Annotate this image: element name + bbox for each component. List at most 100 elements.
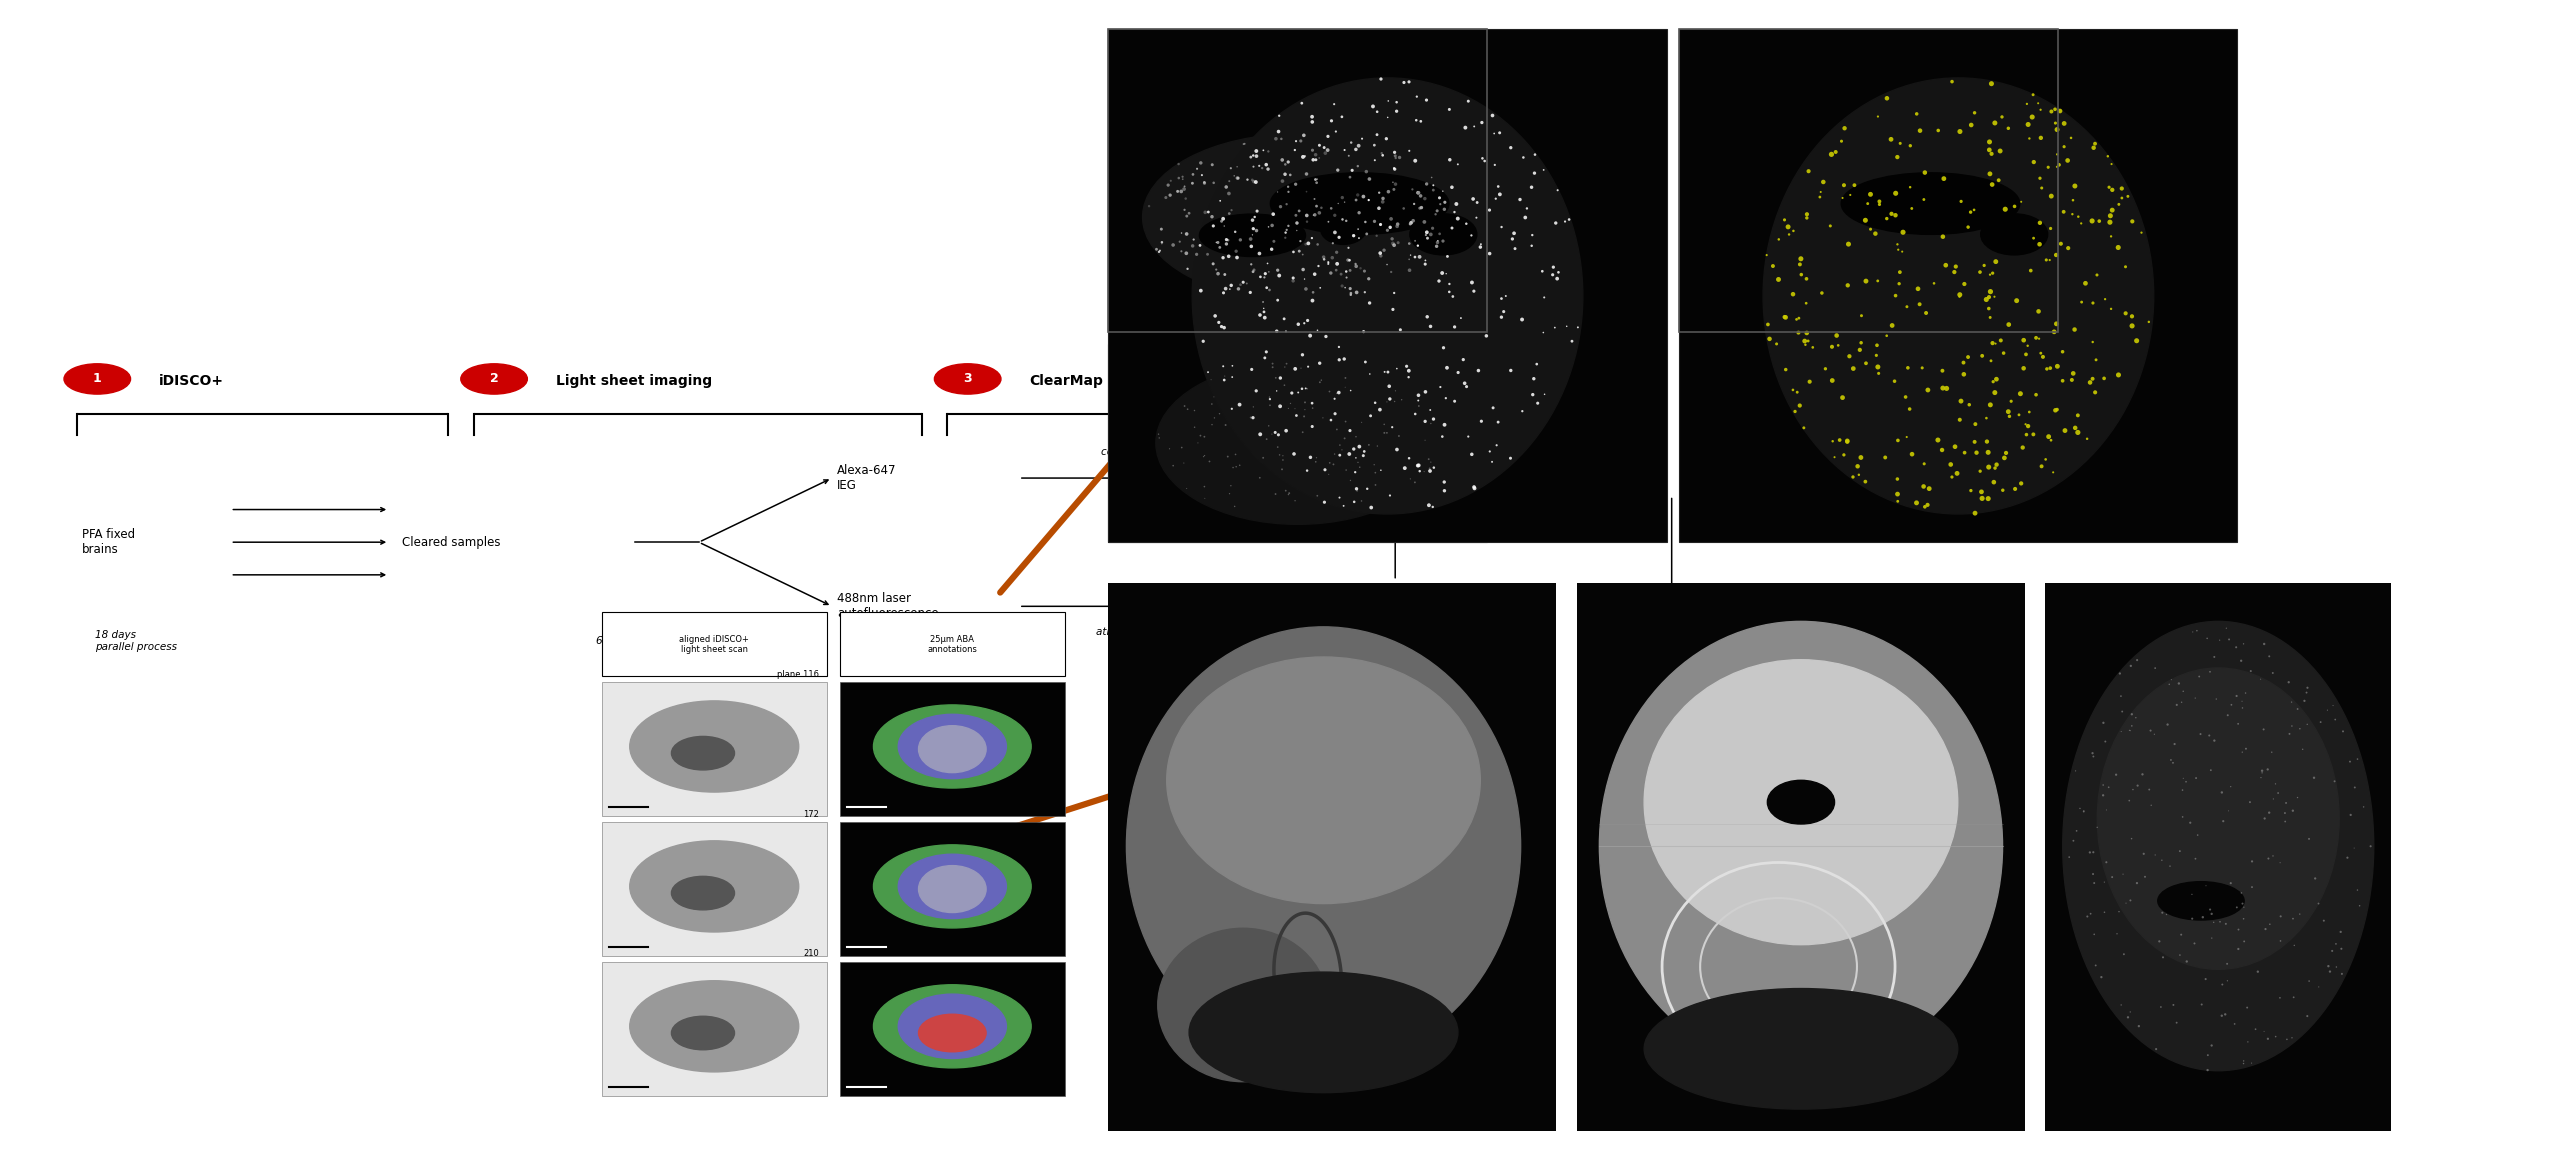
- Point: [1889, 136, 1930, 155]
- Point: [1208, 231, 1249, 250]
- Point: [2092, 300, 2132, 318]
- Point: [1234, 173, 1275, 191]
- Point: [1971, 75, 2012, 93]
- Point: [1423, 232, 1464, 251]
- Text: PFA fixed
brains: PFA fixed brains: [82, 528, 136, 556]
- Point: [1193, 174, 1234, 192]
- Point: [2271, 693, 2312, 711]
- Point: [1452, 190, 1492, 209]
- Point: [2207, 955, 2248, 974]
- Point: [1539, 264, 1580, 282]
- Point: [1444, 118, 1485, 136]
- Point: [1234, 208, 1275, 226]
- Point: [2148, 675, 2189, 694]
- Point: [1267, 183, 1308, 202]
- Point: [1201, 317, 1242, 336]
- Point: [1180, 166, 1221, 184]
- Point: [1759, 230, 1800, 248]
- Point: [1966, 433, 2007, 451]
- Point: [1216, 445, 1257, 464]
- Point: [2299, 894, 2340, 913]
- Point: [2135, 845, 2176, 864]
- Point: [1326, 413, 1367, 431]
- Point: [2086, 801, 2127, 820]
- Point: [1953, 104, 1994, 122]
- Point: [1841, 448, 1882, 466]
- Point: [1216, 169, 1257, 188]
- Point: [1423, 182, 1464, 201]
- Point: [1293, 292, 1334, 310]
- Point: [1871, 129, 1912, 148]
- Point: [1825, 119, 1866, 138]
- Point: [1395, 232, 1436, 251]
- Point: [1377, 233, 1418, 252]
- Point: [1411, 317, 1452, 336]
- Point: [1257, 381, 1298, 400]
- Text: iDISCO+: iDISCO+: [159, 374, 223, 388]
- Point: [1533, 258, 1574, 276]
- Point: [2130, 722, 2171, 740]
- Point: [1260, 266, 1300, 285]
- Point: [2084, 902, 2125, 921]
- Ellipse shape: [1764, 78, 2153, 514]
- Point: [1208, 280, 1249, 298]
- Ellipse shape: [873, 705, 1032, 788]
- Point: [1208, 484, 1249, 503]
- Point: [2156, 1013, 2196, 1032]
- Point: [1428, 100, 1469, 119]
- Point: [1969, 395, 2010, 414]
- Point: [1812, 431, 1853, 450]
- Point: [1298, 170, 1339, 189]
- Ellipse shape: [630, 981, 799, 1072]
- Point: [1784, 336, 1825, 354]
- Point: [1252, 216, 1293, 234]
- Point: [2071, 905, 2112, 923]
- Point: [1400, 247, 1441, 266]
- Point: [2030, 359, 2071, 378]
- Point: [1260, 445, 1300, 464]
- Point: [2214, 1014, 2255, 1033]
- Point: [2232, 878, 2273, 897]
- Point: [1887, 297, 1928, 316]
- Point: [1395, 111, 1436, 129]
- Point: [2153, 735, 2194, 753]
- Point: [2038, 357, 2079, 375]
- Point: [1344, 212, 1385, 231]
- Point: [1257, 322, 1298, 340]
- Point: [1277, 202, 1318, 220]
- Point: [1147, 176, 1188, 195]
- Point: [2074, 139, 2115, 157]
- Point: [1260, 106, 1300, 125]
- Point: [1339, 229, 1380, 247]
- Point: [1812, 337, 1853, 356]
- Point: [2112, 717, 2153, 736]
- Point: [1275, 141, 1316, 160]
- Point: [1423, 472, 1464, 491]
- Point: [2253, 663, 2294, 682]
- Point: [1316, 420, 1357, 438]
- Point: [1257, 183, 1298, 202]
- Point: [1434, 317, 1475, 336]
- Point: [1485, 287, 1526, 305]
- Point: [1272, 444, 1313, 463]
- Point: [1900, 295, 1940, 314]
- Point: [2161, 693, 2202, 711]
- Point: [1436, 155, 1477, 174]
- Point: [2048, 239, 2089, 258]
- Point: [1969, 490, 2010, 508]
- Point: [1398, 183, 1439, 202]
- Point: [2140, 851, 2181, 870]
- Point: [1897, 105, 1938, 124]
- Point: [1418, 225, 1459, 244]
- Point: [1357, 437, 1398, 456]
- Point: [1812, 371, 1853, 389]
- Text: registered cell
coordinates: registered cell coordinates: [1580, 464, 1664, 492]
- Point: [1167, 204, 1208, 223]
- Point: [1267, 153, 1308, 171]
- Text: cell detection: cell detection: [1101, 447, 1172, 457]
- Point: [2099, 687, 2140, 705]
- Point: [1190, 395, 1231, 414]
- Point: [2176, 689, 2217, 708]
- Ellipse shape: [1841, 173, 2020, 234]
- Point: [1393, 180, 1434, 198]
